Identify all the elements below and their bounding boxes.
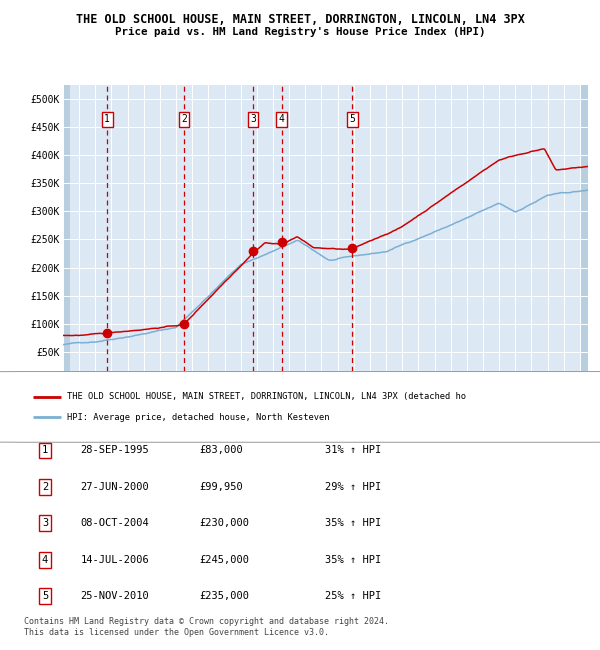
Text: 29% ↑ HPI: 29% ↑ HPI (325, 482, 381, 492)
Text: 3: 3 (42, 518, 48, 528)
Text: Contains HM Land Registry data © Crown copyright and database right 2024.
This d: Contains HM Land Registry data © Crown c… (24, 618, 389, 637)
Text: 4: 4 (279, 114, 284, 124)
Text: 5: 5 (349, 114, 355, 124)
Text: 31% ↑ HPI: 31% ↑ HPI (325, 445, 381, 456)
Text: 1: 1 (42, 445, 48, 456)
Bar (581, 84, 588, 380)
Text: HPI: Average price, detached house, North Kesteven: HPI: Average price, detached house, Nort… (67, 413, 329, 422)
Text: £83,000: £83,000 (200, 445, 244, 456)
Text: 08-OCT-2004: 08-OCT-2004 (80, 518, 149, 528)
Text: £245,000: £245,000 (200, 554, 250, 565)
Bar (63, 84, 70, 380)
Text: 4: 4 (42, 554, 48, 565)
Text: 25% ↑ HPI: 25% ↑ HPI (325, 591, 381, 601)
FancyBboxPatch shape (0, 372, 600, 442)
Text: 35% ↑ HPI: 35% ↑ HPI (325, 554, 381, 565)
Text: 1: 1 (104, 114, 110, 124)
Text: THE OLD SCHOOL HOUSE, MAIN STREET, DORRINGTON, LINCOLN, LN4 3PX: THE OLD SCHOOL HOUSE, MAIN STREET, DORRI… (76, 13, 524, 26)
Text: 3: 3 (250, 114, 256, 124)
Text: £235,000: £235,000 (200, 591, 250, 601)
Text: THE OLD SCHOOL HOUSE, MAIN STREET, DORRINGTON, LINCOLN, LN4 3PX (detached ho: THE OLD SCHOOL HOUSE, MAIN STREET, DORRI… (67, 392, 466, 401)
Text: £230,000: £230,000 (200, 518, 250, 528)
Text: 27-JUN-2000: 27-JUN-2000 (80, 482, 149, 492)
Text: 2: 2 (181, 114, 187, 124)
Text: Price paid vs. HM Land Registry's House Price Index (HPI): Price paid vs. HM Land Registry's House … (115, 27, 485, 37)
Text: 28-SEP-1995: 28-SEP-1995 (80, 445, 149, 456)
Text: 14-JUL-2006: 14-JUL-2006 (80, 554, 149, 565)
Text: 25-NOV-2010: 25-NOV-2010 (80, 591, 149, 601)
Text: £99,950: £99,950 (200, 482, 244, 492)
Text: 5: 5 (42, 591, 48, 601)
Text: 35% ↑ HPI: 35% ↑ HPI (325, 518, 381, 528)
Text: 2: 2 (42, 482, 48, 492)
